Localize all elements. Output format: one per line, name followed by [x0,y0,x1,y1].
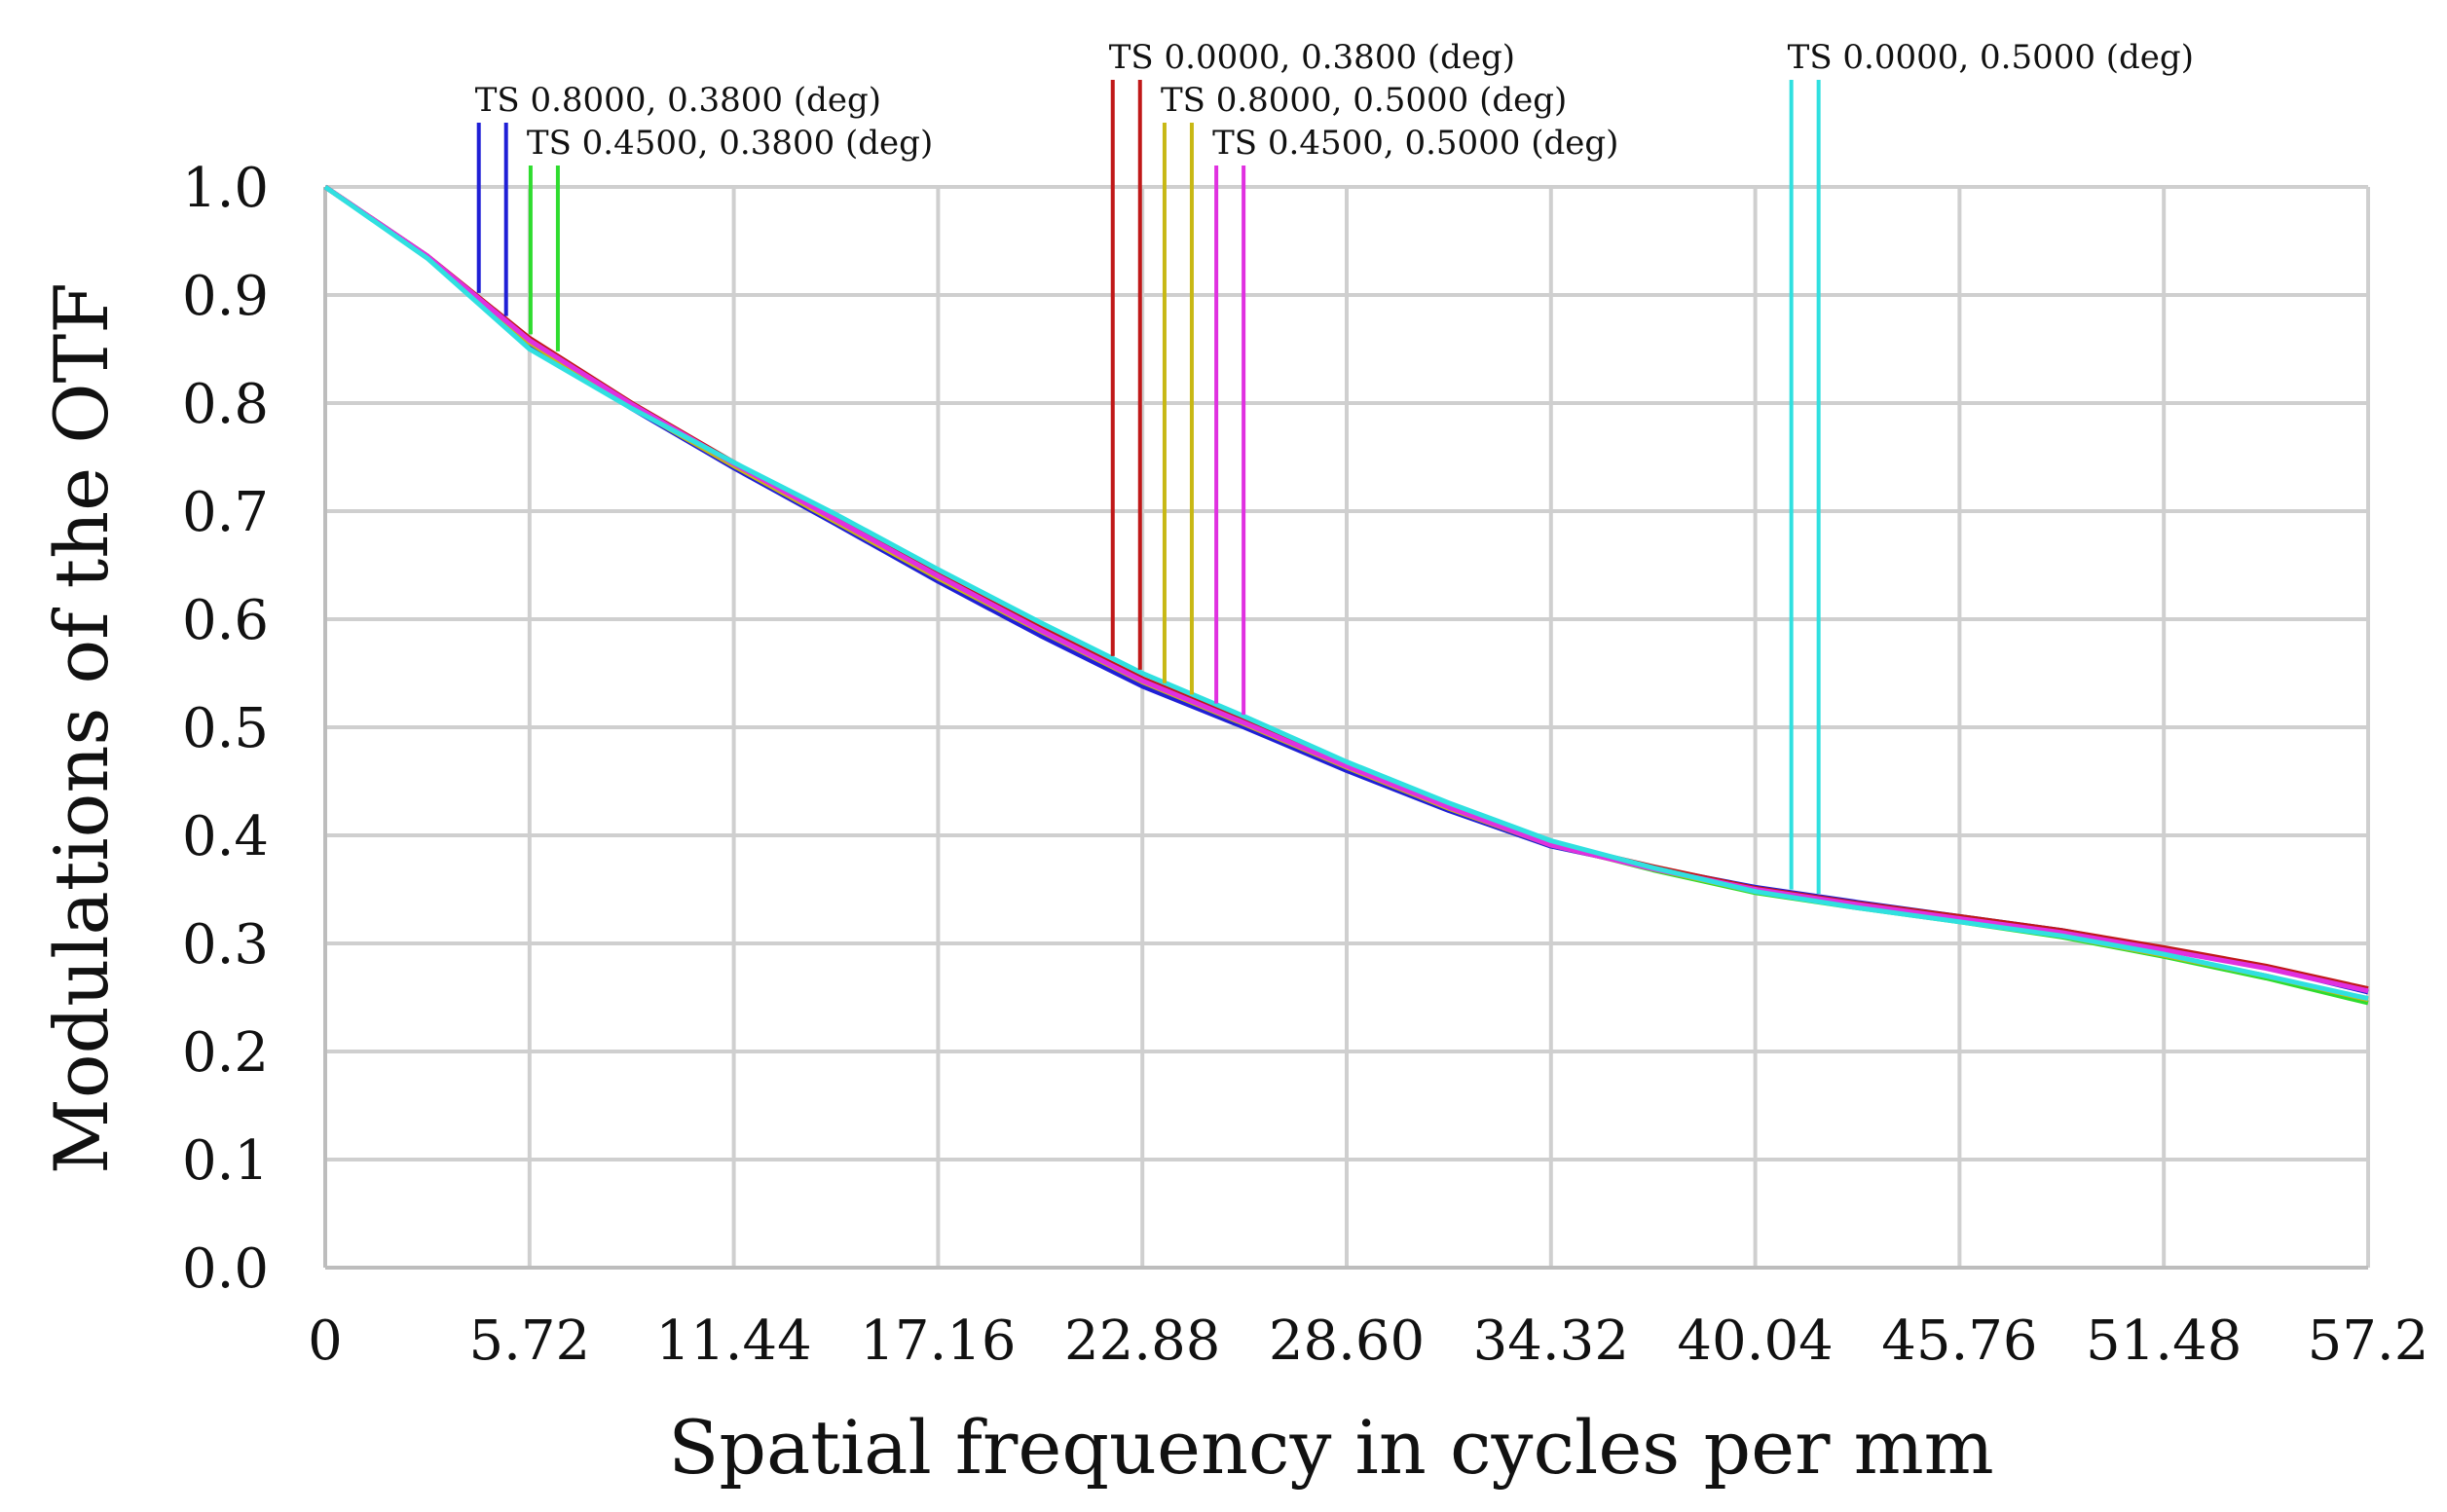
x-tick-label: 22.88 [1064,1309,1220,1373]
grid [323,185,2370,1270]
y-tick-label: 0.1 [182,1129,269,1193]
field-marker-label: TS 0.8000, 0.5000 (deg) [1161,81,1567,120]
series-line [323,184,2369,1002]
field-markers: TS 0.8000, 0.3800 (deg) TS 0.4500, 0.3800… [475,38,2194,895]
y-tick-label: 0.4 [182,805,269,868]
field-marker-label: TS 0.8000, 0.3800 (deg) [475,81,881,120]
x-axis-title: Spatial frequency in cycles per mm [668,1404,1993,1491]
field-marker-label: TS 0.4500, 0.3800 (deg) [527,124,933,163]
x-tick-label: 51.48 [2086,1309,2242,1373]
y-axis-title: Modulations of the OTF [38,282,125,1174]
y-tick-label: 0.0 [182,1237,269,1301]
x-tick-label: 0 [308,1309,343,1373]
series-lines [323,184,2369,1006]
y-tick-label: 1.0 [182,157,269,220]
y-tick-label: 0.3 [182,913,269,977]
x-tick-label: 40.04 [1677,1309,1833,1373]
x-tick-label: 5.72 [468,1309,590,1373]
y-tick-label: 0.7 [182,481,269,544]
field-marker-label: TS 0.0000, 0.5000 (deg) [1788,38,2194,77]
x-tick-label: 28.60 [1269,1309,1425,1373]
x-tick-label: 17.16 [860,1309,1016,1373]
y-tick-label: 0.9 [182,265,269,328]
y-tick-label: 0.8 [182,373,269,436]
y-tick-label: 0.5 [182,697,269,760]
x-tick-label: 11.44 [655,1309,811,1373]
y-tick-label: 0.6 [182,589,269,652]
y-tick-label: 0.2 [182,1021,269,1085]
x-tick-label: 34.32 [1473,1309,1629,1373]
field-marker-label: TS 0.0000, 0.3800 (deg) [1109,38,1515,77]
x-tick-label: 45.76 [1881,1309,2037,1373]
x-tick-label: 57.2 [2308,1309,2429,1373]
field-marker-label: TS 0.4500, 0.5000 (deg) [1212,124,1618,163]
tick-labels: 0 5.72 11.44 17.16 22.88 28.60 34.32 40.04 45.76… [182,157,2428,1373]
